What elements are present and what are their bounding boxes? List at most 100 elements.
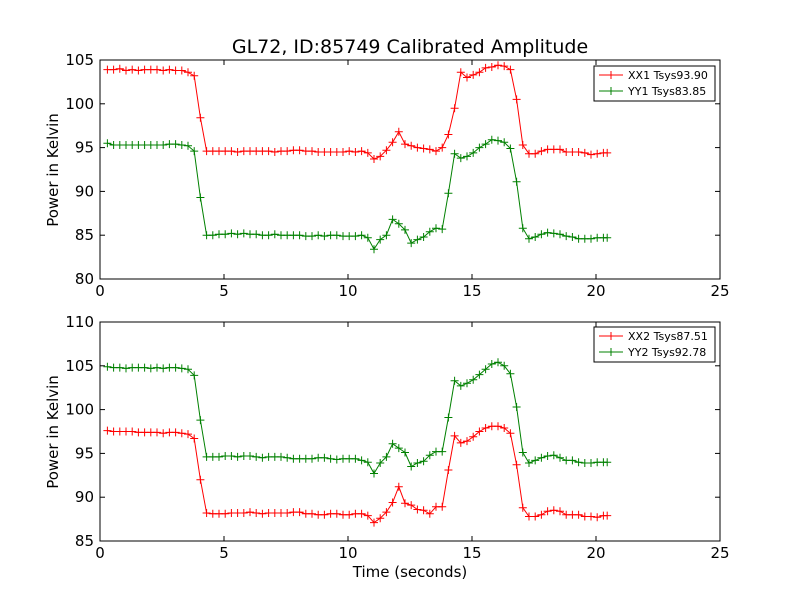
bottom-series-1-point: [506, 369, 515, 378]
top-series-1-point: [549, 229, 558, 238]
bottom-series-1-point: [196, 416, 205, 425]
top-series-1-point: [469, 148, 478, 157]
bottom-series-0-point: [382, 508, 391, 517]
x-axis-label: Time (seconds): [352, 563, 468, 581]
bottom-series-1-point: [463, 379, 471, 388]
top-series-0-point: [128, 65, 137, 74]
top-series-0-point: [308, 147, 316, 156]
bottom-series-0-point: [531, 512, 540, 521]
top-x-tick-label: 20: [586, 282, 605, 300]
bottom-series-0-point: [221, 509, 230, 518]
bottom-axes: 0 5 10 15 20 25 85 90 95 100 105 110: [65, 313, 729, 562]
bottom-series-1-point: [603, 458, 612, 467]
bottom-series-0-point: [171, 428, 180, 437]
bottom-series-0-point: [128, 427, 137, 436]
bottom-series-1-point: [549, 451, 558, 460]
bottom-series-0-point: [444, 466, 453, 474]
bottom-series-1-point: [525, 459, 533, 467]
top-series-0-point: [184, 68, 192, 77]
top-series-1-point: [475, 143, 484, 152]
bottom-series-1-point: [283, 453, 292, 462]
top-series-1-point: [270, 230, 279, 239]
top-series-0-point: [270, 148, 279, 156]
top-series-1-point: [456, 154, 465, 163]
top-series-0-point: [419, 144, 428, 153]
bottom-series-0-point: [153, 428, 161, 437]
bottom-series-1-point: [140, 363, 149, 372]
bottom-series-1-point: [518, 448, 527, 457]
top-series-1-point: [413, 235, 422, 244]
top-series-1-point: [227, 229, 236, 238]
top-series-0-point: [363, 148, 372, 157]
bottom-x-tick-label: 20: [586, 544, 605, 562]
top-series-0-point: [500, 62, 509, 71]
top-series-0-point: [463, 73, 471, 82]
bottom-series-1-point: [425, 451, 434, 460]
top-series-1-point: [252, 230, 261, 239]
bottom-series-0-point: [494, 422, 502, 431]
top-series-1-point: [264, 231, 273, 240]
bottom-y-tick-label: 95: [75, 444, 94, 462]
bottom-series: [103, 358, 612, 527]
bottom-series-0-point: [103, 426, 112, 435]
top-series-0-point: [413, 143, 422, 152]
top-subplot: GL72, ID:85749 Calibrated Amplitude Powe…: [44, 36, 730, 300]
bottom-x-tick-label: 5: [219, 544, 229, 562]
bottom-series-0-point: [239, 509, 248, 517]
top-x-tick-label: 25: [710, 282, 729, 300]
bottom-series-1-point: [494, 358, 502, 367]
bottom-series-0-point: [357, 509, 366, 518]
bottom-series-1-point: [233, 452, 242, 461]
bottom-series-0-point: [512, 460, 521, 469]
bottom-legend-label-xx2: XX2 Tsys87.51: [628, 330, 708, 343]
top-series-1-point: [556, 230, 564, 239]
bottom-y-axis-label: Power in Kelvin: [44, 375, 62, 489]
bottom-x-tick-label: 10: [338, 544, 357, 562]
top-y-tick-label: 105: [65, 51, 94, 69]
bottom-series-1-point: [246, 452, 254, 460]
bottom-series-1-point: [500, 361, 509, 370]
top-series-0-point: [481, 63, 490, 72]
top-series-0-point: [134, 66, 143, 75]
bottom-series-0-point: [475, 427, 484, 436]
top-series-0-point: [425, 145, 434, 154]
bottom-series-1-point: [401, 448, 409, 457]
top-series-1-point: [425, 227, 434, 236]
top-x-tick-label: 5: [219, 282, 229, 300]
bottom-series-0-point: [320, 510, 329, 519]
top-series-0-point: [376, 152, 385, 161]
top-x-tick-label: 15: [462, 282, 481, 300]
bottom-legend: XX2 Tsys87.51 YY2 Tsys92.78: [593, 326, 716, 363]
bottom-series-0-point: [376, 514, 385, 523]
top-series-1-point: [370, 245, 378, 254]
top-legend-label-yy1: YY1 Tsys83.85: [627, 85, 706, 98]
bottom-series-0-point: [184, 430, 192, 439]
top-series-1-point: [401, 225, 409, 234]
top-series-1-point: [308, 232, 316, 241]
top-y-tick-label: 90: [75, 182, 94, 200]
top-series-1-point: [463, 152, 471, 161]
top-series-0-point: [593, 149, 602, 158]
bottom-series-0-point: [401, 499, 409, 508]
bottom-series-0-point: [425, 509, 434, 518]
bottom-series-0-point: [518, 503, 527, 512]
bottom-series-0-point: [603, 511, 612, 520]
top-x-tick-label: 0: [95, 282, 105, 300]
bottom-series-1-point: [153, 363, 161, 372]
bottom-series-1-point: [487, 360, 496, 368]
bottom-series-1-point: [370, 469, 378, 478]
bottom-series-0-point: [500, 424, 509, 432]
top-legend: XX1 Tsys93.90 YY1 Tsys83.85: [593, 65, 716, 102]
bottom-series-1-point: [407, 462, 416, 471]
top-series-0-point: [494, 61, 502, 70]
top-series-0-point: [407, 141, 416, 150]
bottom-y-tick-label: 85: [75, 532, 94, 550]
top-series-1-point: [159, 141, 168, 149]
bottom-series-1-point: [388, 439, 397, 448]
top-series-0-point: [518, 141, 527, 149]
bottom-series-1-point: [382, 452, 391, 461]
top-series-1-point: [543, 228, 552, 237]
top-series-1-point: [518, 224, 527, 233]
bottom-series-0-point: [252, 509, 261, 517]
top-series-1-point: [432, 224, 440, 233]
